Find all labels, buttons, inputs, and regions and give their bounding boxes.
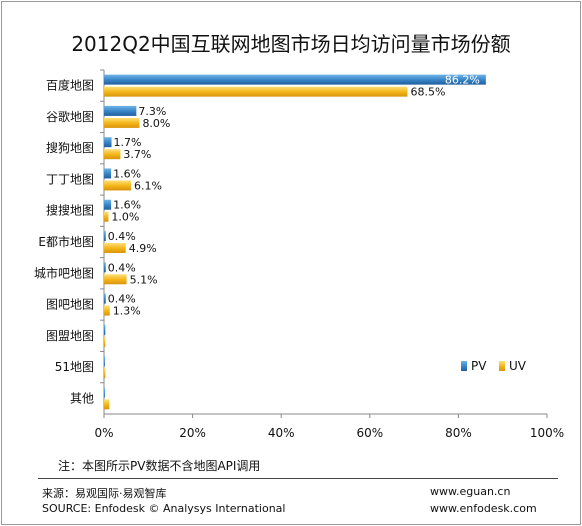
- bar-pv: [104, 74, 486, 85]
- data-label-pv: 0.4%: [108, 261, 136, 274]
- category-label: 城市吧地图: [34, 265, 94, 280]
- bar-uv: [104, 368, 106, 379]
- data-label-pv: 0.4%: [108, 293, 136, 306]
- source-cn: 来源：易观国际·易观智库: [42, 487, 167, 500]
- data-label-uv: 6.1%: [134, 179, 162, 192]
- bar-uv: [104, 211, 109, 222]
- bar-uv: [104, 336, 106, 347]
- legend-swatch-pv: [461, 361, 467, 371]
- data-label-uv: 5.1%: [130, 273, 158, 286]
- legend-label-uv: UV: [509, 359, 527, 373]
- bar-uv: [104, 243, 126, 253]
- data-label-uv: 1.0%: [111, 211, 139, 224]
- category-label: E都市地图: [38, 234, 94, 249]
- legend-swatch-uv: [499, 361, 505, 371]
- category-label: 丁丁地图: [46, 172, 94, 186]
- x-tick-label: 60%: [356, 426, 383, 440]
- category-label: 谷歌地图: [46, 109, 94, 124]
- url-eguan: www.eguan.cn: [430, 485, 511, 498]
- x-tick-label: 0%: [94, 426, 113, 440]
- bar-uv: [104, 149, 121, 160]
- category-label: 51地图: [55, 360, 94, 374]
- bar-uv: [104, 274, 127, 285]
- data-label-pv: 1.6%: [113, 167, 141, 180]
- data-label-uv: 3.7%: [123, 148, 151, 161]
- bar-pv: [104, 231, 106, 241]
- bar-pv: [104, 293, 106, 304]
- data-label-pv: 1.6%: [113, 199, 141, 212]
- data-label-pv: 0.4%: [108, 230, 136, 243]
- data-label-uv: 4.9%: [129, 242, 157, 255]
- bar-pv: [104, 199, 112, 210]
- bar-pv: [104, 168, 112, 179]
- source-en: SOURCE: Enfodesk © Analysys Internationa…: [42, 502, 286, 515]
- data-label-pv: 86.2%: [445, 74, 480, 87]
- bar-pv: [104, 356, 105, 367]
- bar-pv: [104, 387, 105, 398]
- data-label-uv: 1.3%: [113, 305, 141, 318]
- chart-note: 注：本图所示PV数据不含地图API调用: [58, 459, 261, 473]
- bar-pv: [104, 137, 112, 148]
- x-tick-label: 20%: [179, 426, 206, 440]
- category-label: 百度地图: [46, 78, 94, 93]
- category-label: 图盟地图: [46, 329, 94, 343]
- category-label: 搜搜地图: [46, 203, 94, 218]
- data-label-uv: 68.5%: [410, 86, 445, 99]
- bar-pv: [104, 324, 106, 335]
- legend-label-pv: PV: [471, 359, 487, 373]
- x-tick-label: 80%: [445, 426, 472, 440]
- bar-pv: [104, 105, 137, 116]
- bar-pv: [104, 262, 106, 273]
- chart-title: 2012Q2中国互联网地图市场日均访问量市场份额: [71, 32, 511, 56]
- x-tick-label: 40%: [268, 426, 295, 440]
- url-enfodesk: www.enfodesk.com: [430, 502, 537, 515]
- data-label-pv: 7.3%: [138, 105, 166, 118]
- category-label: 搜狗地图: [46, 140, 94, 155]
- bar-uv: [104, 86, 408, 97]
- x-tick-label: 100%: [530, 426, 564, 440]
- footer-divider: [38, 478, 558, 479]
- data-label-pv: 1.7%: [114, 136, 142, 149]
- bar-chart: 0% 20% 40% 60% 80% 100% 百度地图 86.2%68.5% 谷歌地图 7.3%…: [34, 69, 564, 440]
- bar-uv: [104, 180, 132, 191]
- category-label: 其他: [70, 391, 94, 405]
- bar-uv: [104, 117, 140, 128]
- data-label-uv: 8.0%: [142, 117, 170, 130]
- bar-uv: [104, 399, 110, 410]
- bar-uv: [104, 305, 110, 316]
- category-label: 图吧地图: [46, 298, 94, 312]
